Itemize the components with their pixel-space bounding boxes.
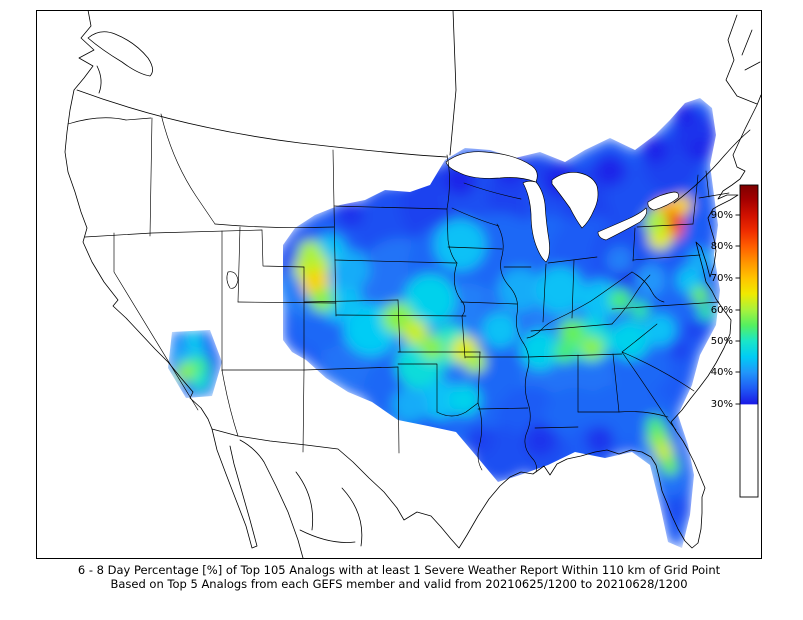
heat-blob [464, 351, 486, 373]
maritime-canada-lines [741, 29, 761, 71]
baja-gulf-of-california [211, 428, 304, 559]
heat-blob [580, 336, 604, 360]
heat-blob [672, 195, 692, 215]
heat-blob [298, 240, 322, 264]
heat-blob [420, 380, 460, 420]
great-lakes [226, 151, 679, 289]
heat-blob [644, 210, 668, 234]
heat-blob [580, 280, 620, 320]
heat-blob [554, 341, 576, 363]
maine-canada-border [725, 14, 758, 105]
heat-blob [310, 288, 334, 312]
lake-michigan [522, 180, 550, 263]
heat-blob [186, 332, 202, 348]
heat-blob [392, 387, 428, 423]
heat-blob [654, 442, 674, 462]
coastlines [64, 10, 762, 559]
heat-blob [176, 362, 196, 382]
heat-blob [559, 319, 585, 345]
heat-blob [661, 457, 679, 475]
heat-blob [520, 330, 560, 370]
colorbar-tick-label: 70% [711, 273, 733, 284]
heat-blob [482, 312, 518, 348]
colorbar-tick-label: 30% [711, 399, 733, 410]
colorbar-tick-label: 80% [711, 241, 733, 252]
heat-blob [631, 301, 649, 319]
us-canada-border [76, 89, 448, 158]
heat-blob [664, 496, 692, 524]
heat-blob [698, 304, 714, 320]
heat-blob [646, 416, 664, 434]
caption-line-1: 6 - 8 Day Percentage [%] of Top 105 Anal… [77, 563, 721, 577]
heat-blob [586, 426, 614, 454]
heat-blob [610, 320, 650, 360]
heat-blob [524, 424, 556, 456]
heat-blob [404, 274, 456, 326]
probability-heatmap [168, 98, 720, 548]
heat-blob [191, 373, 209, 391]
heat-blob [449, 384, 481, 416]
lake-ontario [647, 191, 679, 211]
heat-blob [336, 201, 364, 229]
heat-blob [402, 319, 428, 345]
colorbar-tick-labels: 90% 80% 70% 60% 50% 40% 30% [711, 210, 733, 410]
heat-blob [420, 336, 444, 360]
heat-blob [634, 264, 666, 296]
colorbar-tick-label: 60% [711, 305, 733, 316]
heat-blob [685, 320, 705, 340]
heat-blob [606, 246, 634, 274]
colorbar-tick-label: 90% [711, 210, 733, 221]
heat-blob [641, 136, 669, 164]
colorbar-tick-label: 40% [711, 367, 733, 378]
heat-blob [654, 464, 686, 496]
mexico-state-lines [295, 471, 363, 547]
heat-blob [688, 248, 712, 272]
heat-blob [498, 268, 542, 312]
heat-blob [594, 154, 626, 186]
colorbar-gradient [739, 184, 759, 498]
heat-blob [536, 266, 584, 314]
heat-blob [466, 426, 494, 454]
vancouver-island [87, 31, 153, 77]
colorbar-ticks [735, 214, 740, 405]
coastline [64, 10, 762, 549]
great-salt-lake [226, 271, 239, 289]
lake-erie [597, 207, 648, 241]
colorbar: 90% 80% 70% 60% 50% 40% 30% [711, 184, 759, 498]
heat-blob [434, 219, 486, 271]
heat-blob [688, 138, 712, 162]
heat-blob [644, 314, 676, 346]
colorbar-tick-label: 50% [711, 336, 733, 347]
lake-huron [551, 171, 599, 229]
caption-line-2: Based on Top 5 Analogs from each GEFS me… [110, 577, 688, 591]
puget-sound [96, 65, 102, 94]
heat-blob [691, 286, 709, 304]
st-lawrence-border [673, 129, 751, 204]
heat-blob [609, 289, 631, 311]
state-borders [67, 113, 730, 473]
canada-interior-line [449, 10, 457, 156]
heat-blob [670, 340, 690, 360]
